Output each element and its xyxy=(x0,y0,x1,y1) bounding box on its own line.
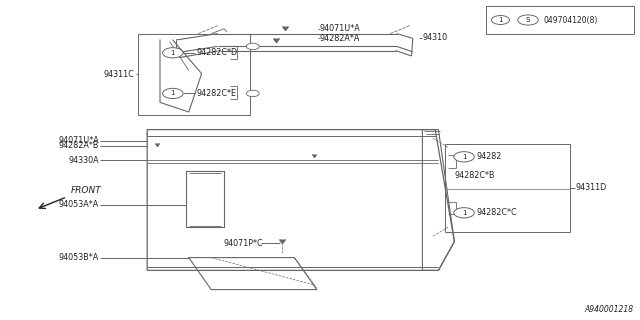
Bar xyxy=(486,6,634,34)
Text: 94282C*E: 94282C*E xyxy=(196,89,237,98)
Circle shape xyxy=(246,43,259,50)
Text: 94071U*A: 94071U*A xyxy=(320,24,361,33)
Text: 94311D: 94311D xyxy=(576,183,607,193)
Text: 94282A*B: 94282A*B xyxy=(59,141,99,150)
Text: 94282C*C: 94282C*C xyxy=(477,208,517,217)
Circle shape xyxy=(454,152,474,162)
Text: S: S xyxy=(526,17,530,23)
Text: 1: 1 xyxy=(461,154,467,160)
Text: 1: 1 xyxy=(498,17,503,23)
Text: 94282C*D: 94282C*D xyxy=(196,48,237,57)
Circle shape xyxy=(246,90,259,97)
Text: 94053B*A: 94053B*A xyxy=(59,253,99,262)
Text: 94053A*A: 94053A*A xyxy=(59,200,99,209)
Circle shape xyxy=(163,88,183,99)
Text: 1: 1 xyxy=(461,210,467,216)
Text: 94310: 94310 xyxy=(422,33,447,42)
Circle shape xyxy=(163,48,183,58)
Text: A940001218: A940001218 xyxy=(584,305,634,314)
Text: 1: 1 xyxy=(170,91,175,96)
Text: 94071P*C: 94071P*C xyxy=(224,239,264,248)
Text: 049704120(8): 049704120(8) xyxy=(544,15,598,25)
Text: 94282: 94282 xyxy=(477,152,502,161)
Text: 94282A*A: 94282A*A xyxy=(320,34,360,43)
Text: 94311C: 94311C xyxy=(104,70,134,79)
Circle shape xyxy=(518,15,538,25)
Text: 94282C*B: 94282C*B xyxy=(454,172,495,180)
Circle shape xyxy=(454,208,474,218)
Text: 94071U*A: 94071U*A xyxy=(58,136,99,145)
Bar xyxy=(138,34,250,115)
Circle shape xyxy=(492,16,509,25)
Text: 1: 1 xyxy=(170,50,175,56)
Text: FRONT: FRONT xyxy=(70,186,101,195)
Bar xyxy=(445,144,570,232)
Text: 94330A: 94330A xyxy=(68,156,99,164)
